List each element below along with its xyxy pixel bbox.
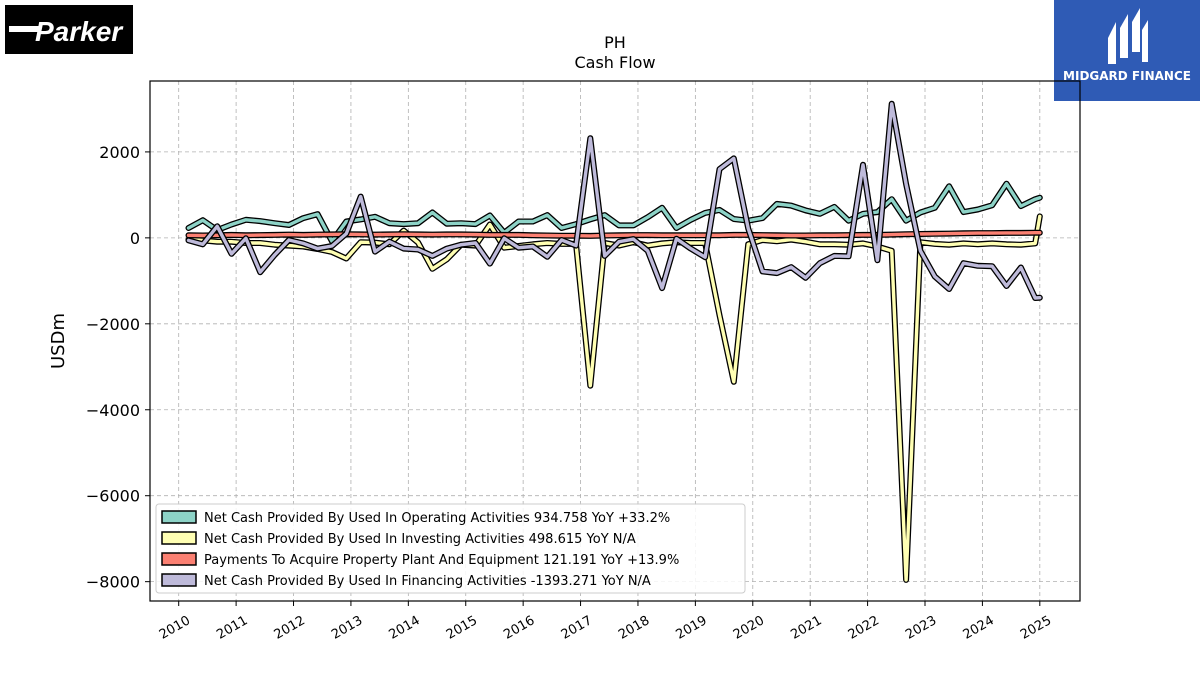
- y-tick-label: −2000: [86, 315, 140, 334]
- y-tick-label: −6000: [86, 487, 140, 506]
- y-tick-label: 2000: [99, 143, 140, 162]
- x-tick-label: 2014: [387, 613, 423, 643]
- legend-swatch: [161, 573, 197, 587]
- series-stroke: [186, 102, 1042, 300]
- midgard-finance-logo: MIDGARD FINANCE: [1054, 0, 1200, 101]
- series-line-4: [185, 100, 1043, 301]
- x-tick-label: 2017: [559, 613, 595, 643]
- series-layer: [185, 100, 1043, 583]
- x-tick-label: 2015: [444, 613, 480, 643]
- x-tick-label: 2023: [903, 613, 939, 643]
- legend-entry: Net Cash Provided By Used In Financing A…: [204, 574, 651, 589]
- x-tick-label: 2011: [214, 613, 250, 643]
- legend-swatch: [161, 510, 197, 524]
- series-stroke: [186, 231, 1042, 238]
- x-tick-label: 2010: [157, 613, 193, 643]
- x-tick-label: 2021: [788, 613, 824, 643]
- y-tick-label: −4000: [86, 401, 140, 420]
- y-axis-label: USDm: [48, 313, 69, 369]
- series-line-1: [185, 180, 1043, 245]
- x-tick-label: 2025: [1018, 613, 1054, 643]
- chart-title: PH: [604, 33, 626, 52]
- x-tick-label: 2019: [674, 613, 710, 643]
- x-tick-label: 2020: [731, 613, 767, 643]
- legend-box: [155, 503, 746, 594]
- chart-subtitle: Cash Flow: [574, 53, 655, 72]
- legend-entry: Net Cash Provided By Used In Operating A…: [204, 511, 670, 526]
- y-tick-label: −8000: [86, 573, 140, 592]
- plot-frame: [149, 80, 1081, 602]
- series-stroke: [186, 182, 1042, 243]
- midgard-logo-text: MIDGARD FINANCE: [1063, 69, 1191, 83]
- y-axis: 2000 0 −2000 −4000 −6000 −8000: [86, 143, 150, 592]
- x-tick-label: 2016: [501, 613, 537, 643]
- legend: Net Cash Provided By Used In Operating A…: [155, 503, 746, 594]
- parker-logo: Parker: [5, 5, 133, 54]
- legend-entry: Payments To Acquire Property Plant And E…: [204, 553, 679, 568]
- x-tick-label: 2013: [329, 613, 365, 643]
- x-tick-label: 2018: [616, 613, 652, 643]
- x-tick-label: 2022: [846, 613, 882, 643]
- series-outline: [185, 100, 1043, 301]
- parker-logo-text: Parker: [35, 16, 124, 47]
- legend-entry: Net Cash Provided By Used In Investing A…: [204, 532, 636, 547]
- legend-swatch: [161, 552, 197, 566]
- midgard-emblem-icon: [1108, 8, 1148, 64]
- legend-swatch: [161, 531, 197, 545]
- y-tick-label: 0: [130, 229, 140, 248]
- series-line-3: [185, 229, 1043, 239]
- x-tick-label: 2024: [961, 613, 997, 643]
- x-axis: 2010 2011 2012 2013 2014 2015 2016 2017 2018 2019…: [157, 601, 1054, 643]
- x-tick-label: 2012: [272, 613, 308, 643]
